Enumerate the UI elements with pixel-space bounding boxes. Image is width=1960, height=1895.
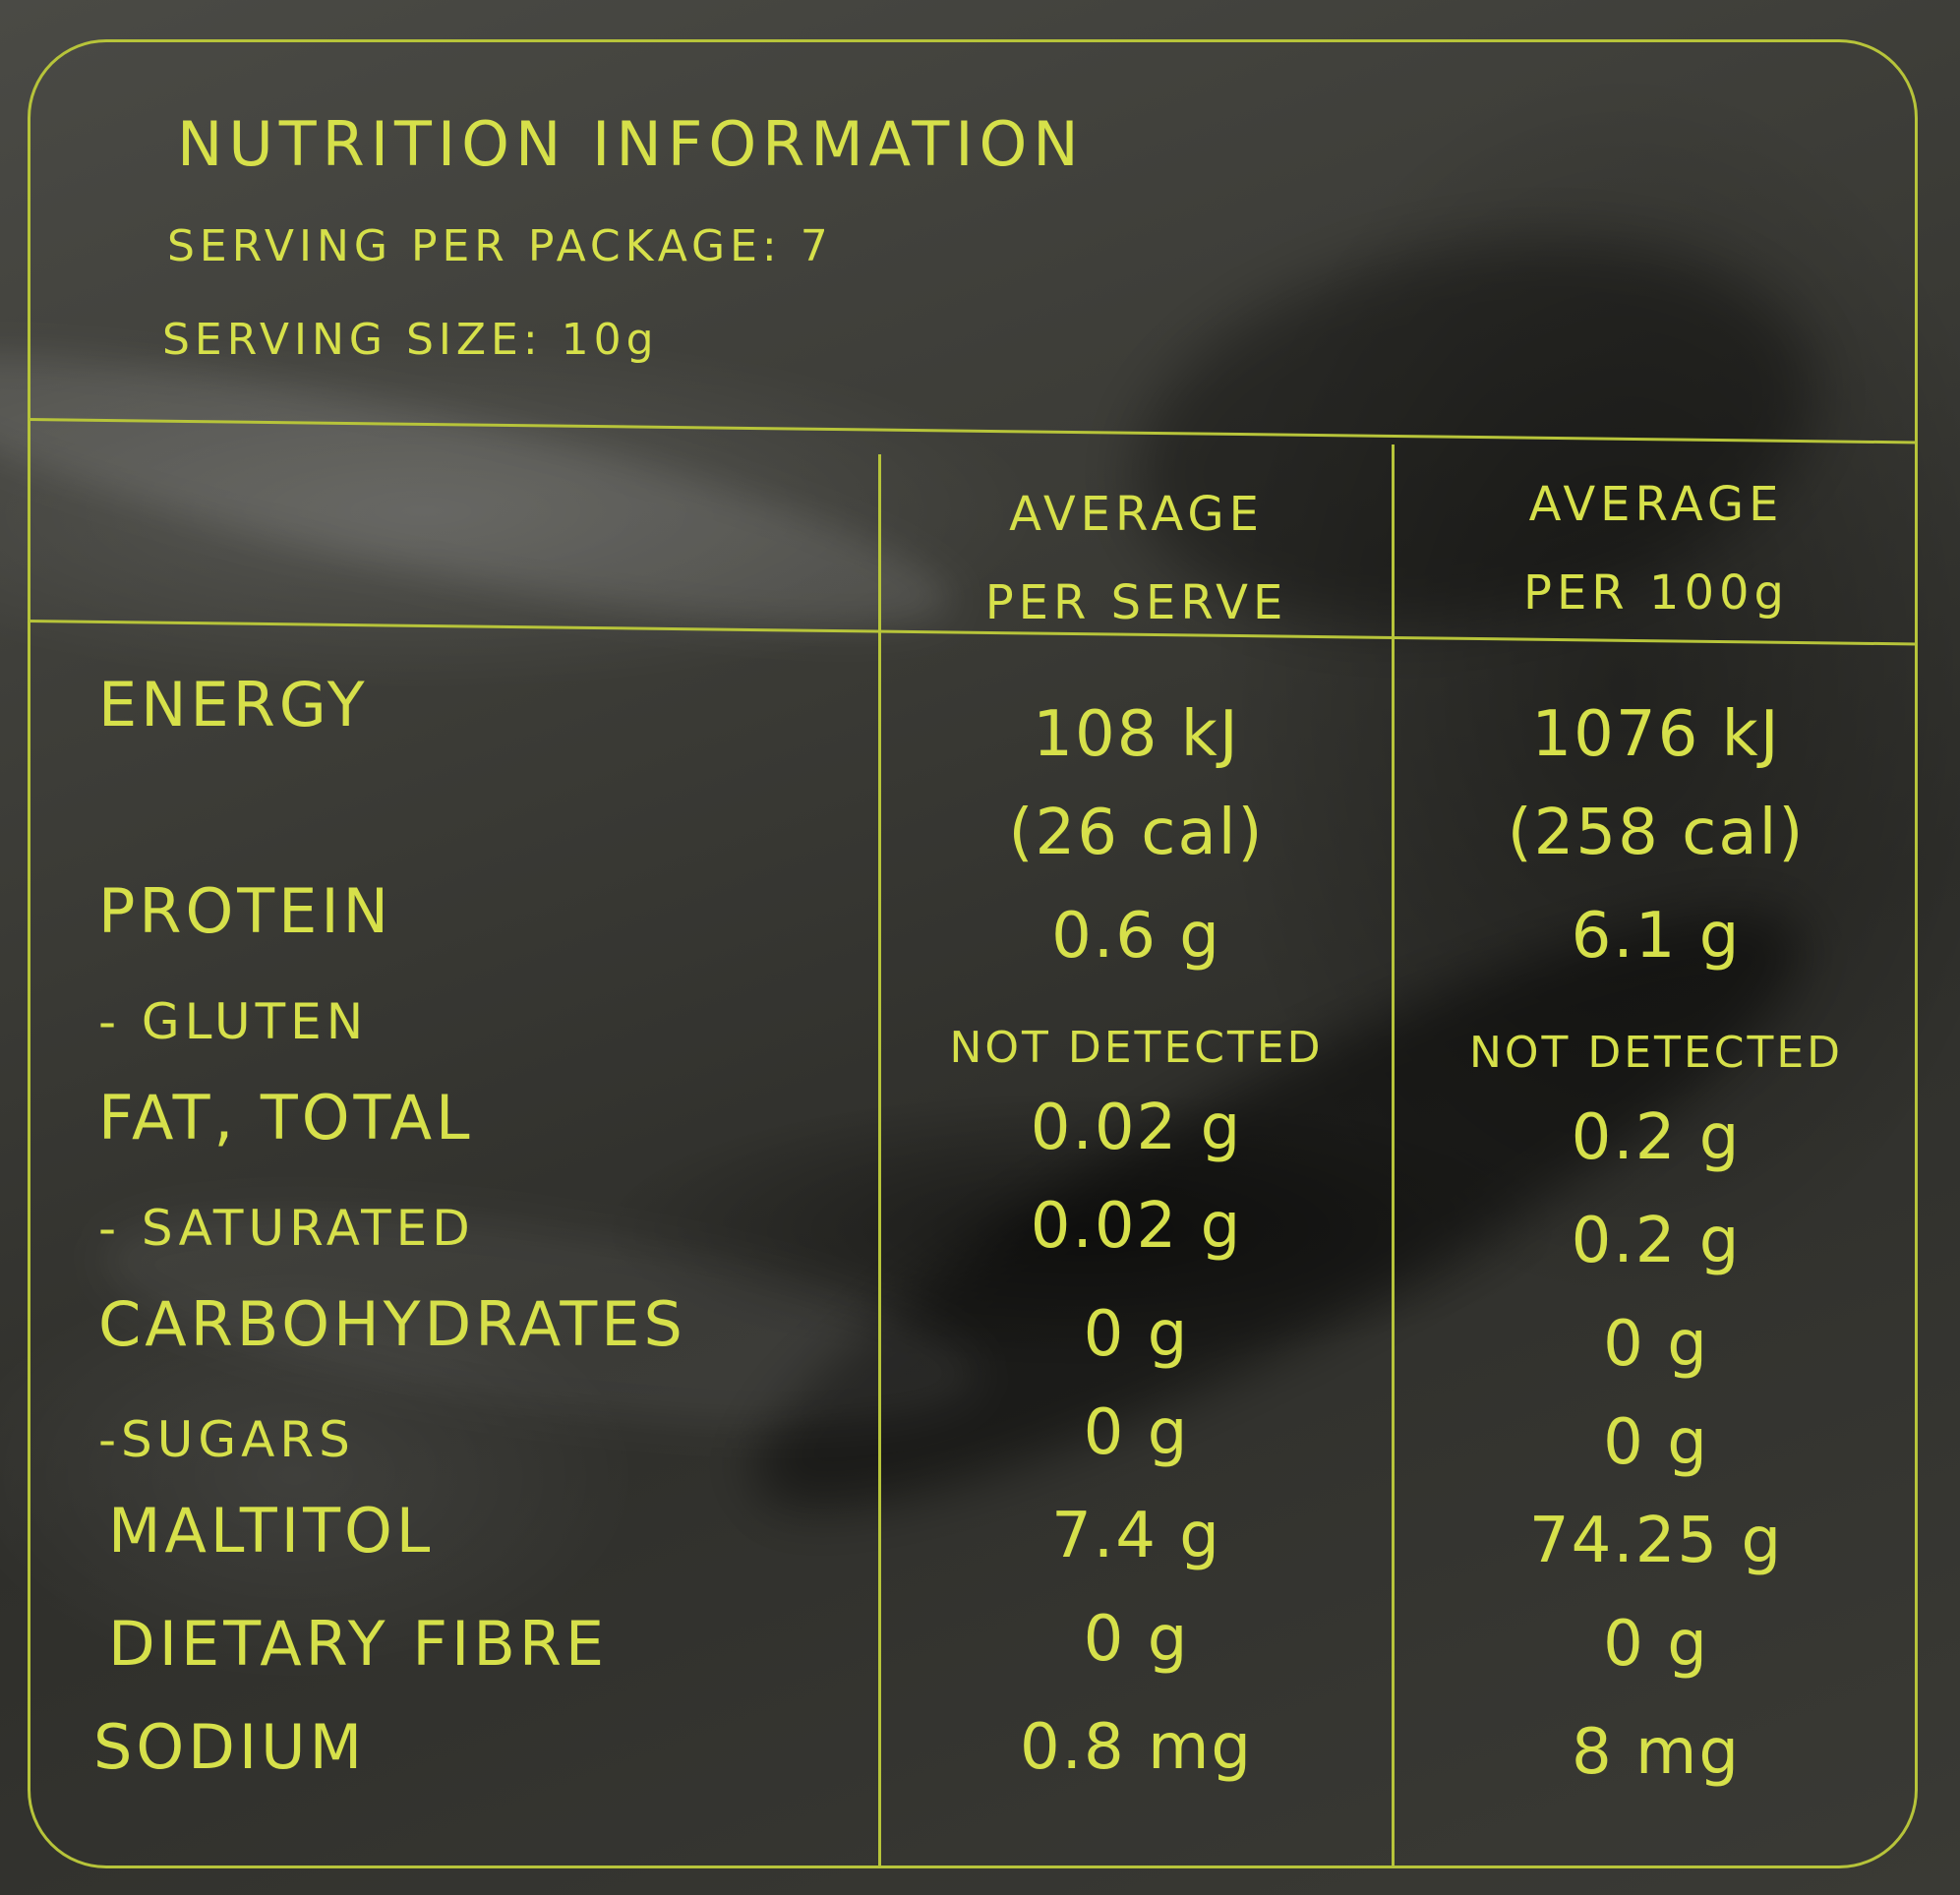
nutrition-panel-border bbox=[28, 39, 1918, 1868]
serving-per-package: SERVING PER PACKAGE: 7 bbox=[167, 221, 833, 271]
column-divider bbox=[878, 454, 881, 1868]
value-dietary-fibre-100g: 0 g bbox=[1603, 1608, 1709, 1681]
value-saturated-100g: 0.2 g bbox=[1571, 1205, 1742, 1277]
value-energy-serve-cal: (26 cal) bbox=[1008, 797, 1265, 869]
value-sodium-100g: 8 mg bbox=[1571, 1716, 1742, 1789]
header-per-serve-line1: AVERAGE bbox=[1009, 487, 1264, 542]
row-label-maltitol: MALTITOL bbox=[108, 1495, 435, 1567]
value-maltitol-serve: 7.4 g bbox=[1051, 1500, 1221, 1572]
value-protein-100g: 6.1 g bbox=[1571, 900, 1742, 973]
value-sugars-100g: 0 g bbox=[1603, 1406, 1709, 1479]
value-carbohydrates-100g: 0 g bbox=[1603, 1308, 1709, 1381]
row-label-fat-total: FAT, TOTAL bbox=[98, 1082, 474, 1154]
row-label-sodium: SODIUM bbox=[93, 1711, 367, 1783]
value-fat-total-serve: 0.02 g bbox=[1030, 1092, 1243, 1164]
value-sugars-serve: 0 g bbox=[1083, 1396, 1190, 1469]
value-carbohydrates-serve: 0 g bbox=[1083, 1298, 1190, 1371]
value-maltitol-100g: 74.25 g bbox=[1528, 1505, 1784, 1577]
header-per-serve-line2: PER SERVE bbox=[984, 575, 1288, 630]
value-energy-100g-kj: 1076 kJ bbox=[1531, 698, 1781, 771]
value-dietary-fibre-serve: 0 g bbox=[1083, 1603, 1190, 1676]
value-gluten-100g: NOT DETECTED bbox=[1468, 1028, 1844, 1078]
value-sodium-serve: 0.8 mg bbox=[1019, 1711, 1254, 1784]
value-saturated-serve: 0.02 g bbox=[1030, 1190, 1243, 1263]
panel-title: NUTRITION INFORMATION bbox=[177, 108, 1085, 180]
header-per-100g-line1: AVERAGE bbox=[1528, 477, 1784, 532]
value-gluten-serve: NOT DETECTED bbox=[949, 1023, 1324, 1073]
row-label-gluten: - GLUTEN bbox=[98, 993, 369, 1050]
row-label-saturated: - SATURATED bbox=[98, 1200, 475, 1257]
row-label-sugars: -SUGARS bbox=[98, 1411, 355, 1468]
value-protein-serve: 0.6 g bbox=[1051, 900, 1221, 973]
column-divider bbox=[1392, 444, 1395, 1868]
row-label-dietary-fibre: DIETARY FIBRE bbox=[108, 1608, 609, 1680]
row-label-protein: PROTEIN bbox=[98, 875, 392, 947]
row-label-energy: ENERGY bbox=[98, 669, 369, 740]
serving-size: SERVING SIZE: 10g bbox=[162, 315, 659, 365]
row-label-carbohydrates: CARBOHYDRATES bbox=[98, 1288, 686, 1360]
value-fat-total-100g: 0.2 g bbox=[1571, 1101, 1742, 1174]
value-energy-serve-kj: 108 kJ bbox=[1033, 698, 1240, 771]
header-per-100g-line2: PER 100g bbox=[1523, 565, 1789, 621]
value-energy-100g-cal: (258 cal) bbox=[1507, 797, 1806, 869]
